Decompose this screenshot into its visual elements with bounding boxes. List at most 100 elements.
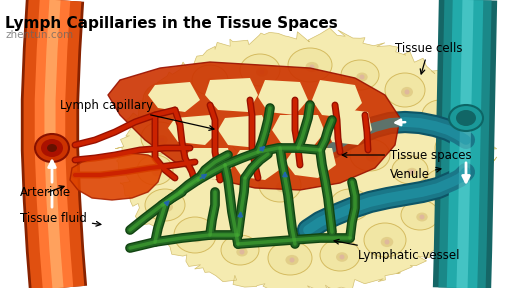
Ellipse shape <box>174 217 216 253</box>
Text: Arteriole: Arteriole <box>20 186 71 200</box>
Circle shape <box>384 240 389 245</box>
Ellipse shape <box>364 223 406 257</box>
Ellipse shape <box>305 62 319 72</box>
Ellipse shape <box>320 239 360 271</box>
Text: Venule: Venule <box>390 167 441 181</box>
Ellipse shape <box>145 189 185 221</box>
Ellipse shape <box>424 168 466 202</box>
Ellipse shape <box>152 168 162 177</box>
Ellipse shape <box>192 65 228 95</box>
Ellipse shape <box>366 152 378 162</box>
Polygon shape <box>218 115 270 148</box>
Ellipse shape <box>401 200 439 230</box>
Circle shape <box>349 204 355 209</box>
Circle shape <box>340 255 345 259</box>
Ellipse shape <box>240 54 280 86</box>
Ellipse shape <box>160 96 174 107</box>
Circle shape <box>309 65 315 69</box>
Text: Tissue fluid: Tissue fluid <box>20 211 101 226</box>
Polygon shape <box>312 80 362 118</box>
Text: Tissue cells: Tissue cells <box>395 41 462 74</box>
Circle shape <box>330 130 334 134</box>
Ellipse shape <box>35 134 69 162</box>
Circle shape <box>250 139 254 145</box>
Polygon shape <box>70 153 162 200</box>
Ellipse shape <box>256 67 268 77</box>
Polygon shape <box>108 62 400 190</box>
Circle shape <box>154 170 160 175</box>
Ellipse shape <box>221 235 259 265</box>
Ellipse shape <box>326 127 339 137</box>
Circle shape <box>410 170 414 175</box>
Ellipse shape <box>288 48 332 82</box>
Ellipse shape <box>47 144 57 152</box>
Ellipse shape <box>330 189 370 221</box>
Ellipse shape <box>276 182 288 192</box>
Ellipse shape <box>407 168 418 176</box>
Ellipse shape <box>285 255 298 265</box>
Circle shape <box>164 204 170 209</box>
Ellipse shape <box>141 122 179 154</box>
Ellipse shape <box>336 252 348 262</box>
Ellipse shape <box>456 110 476 126</box>
Ellipse shape <box>449 105 483 131</box>
Ellipse shape <box>137 155 173 185</box>
Ellipse shape <box>231 125 269 155</box>
Circle shape <box>454 147 460 153</box>
Ellipse shape <box>246 137 258 147</box>
Ellipse shape <box>441 182 453 192</box>
Polygon shape <box>325 108 372 145</box>
Text: Lymph capillary: Lymph capillary <box>60 98 214 130</box>
Circle shape <box>164 99 170 105</box>
Polygon shape <box>168 115 218 145</box>
Ellipse shape <box>437 113 447 122</box>
Circle shape <box>160 137 164 143</box>
Circle shape <box>194 234 200 240</box>
Ellipse shape <box>417 213 427 221</box>
Ellipse shape <box>435 132 475 164</box>
Circle shape <box>240 249 244 255</box>
Text: Lymph Capillaries in the Tissue Spaces: Lymph Capillaries in the Tissue Spaces <box>5 16 338 31</box>
Polygon shape <box>148 82 200 112</box>
Ellipse shape <box>236 247 248 257</box>
Circle shape <box>405 90 410 94</box>
Ellipse shape <box>161 202 173 212</box>
Polygon shape <box>258 80 308 115</box>
Circle shape <box>359 75 365 79</box>
Ellipse shape <box>385 73 425 107</box>
Ellipse shape <box>346 202 358 212</box>
Polygon shape <box>182 148 232 180</box>
Text: zhentun.com: zhentun.com <box>5 30 73 40</box>
Ellipse shape <box>191 232 203 242</box>
Circle shape <box>370 154 374 160</box>
Ellipse shape <box>341 60 379 90</box>
Ellipse shape <box>308 112 352 148</box>
Text: Tissue spaces: Tissue spaces <box>342 149 472 162</box>
Polygon shape <box>115 28 497 288</box>
Ellipse shape <box>356 73 368 82</box>
Circle shape <box>439 115 445 120</box>
Ellipse shape <box>451 145 463 155</box>
Circle shape <box>259 69 265 75</box>
Ellipse shape <box>41 139 63 157</box>
Ellipse shape <box>157 135 167 145</box>
Ellipse shape <box>392 156 428 184</box>
Circle shape <box>420 215 424 219</box>
Circle shape <box>445 185 449 190</box>
Ellipse shape <box>268 241 312 275</box>
Polygon shape <box>272 115 325 148</box>
Text: Lymphatic vessel: Lymphatic vessel <box>334 239 460 262</box>
Ellipse shape <box>422 100 458 130</box>
Ellipse shape <box>143 82 187 118</box>
Ellipse shape <box>350 139 390 171</box>
Ellipse shape <box>206 77 217 86</box>
Circle shape <box>280 185 284 190</box>
Polygon shape <box>232 150 282 180</box>
Circle shape <box>210 79 215 84</box>
Circle shape <box>290 257 294 262</box>
Polygon shape <box>285 148 336 178</box>
Polygon shape <box>205 78 258 112</box>
Ellipse shape <box>381 237 393 247</box>
Ellipse shape <box>259 168 301 202</box>
Ellipse shape <box>401 87 413 97</box>
